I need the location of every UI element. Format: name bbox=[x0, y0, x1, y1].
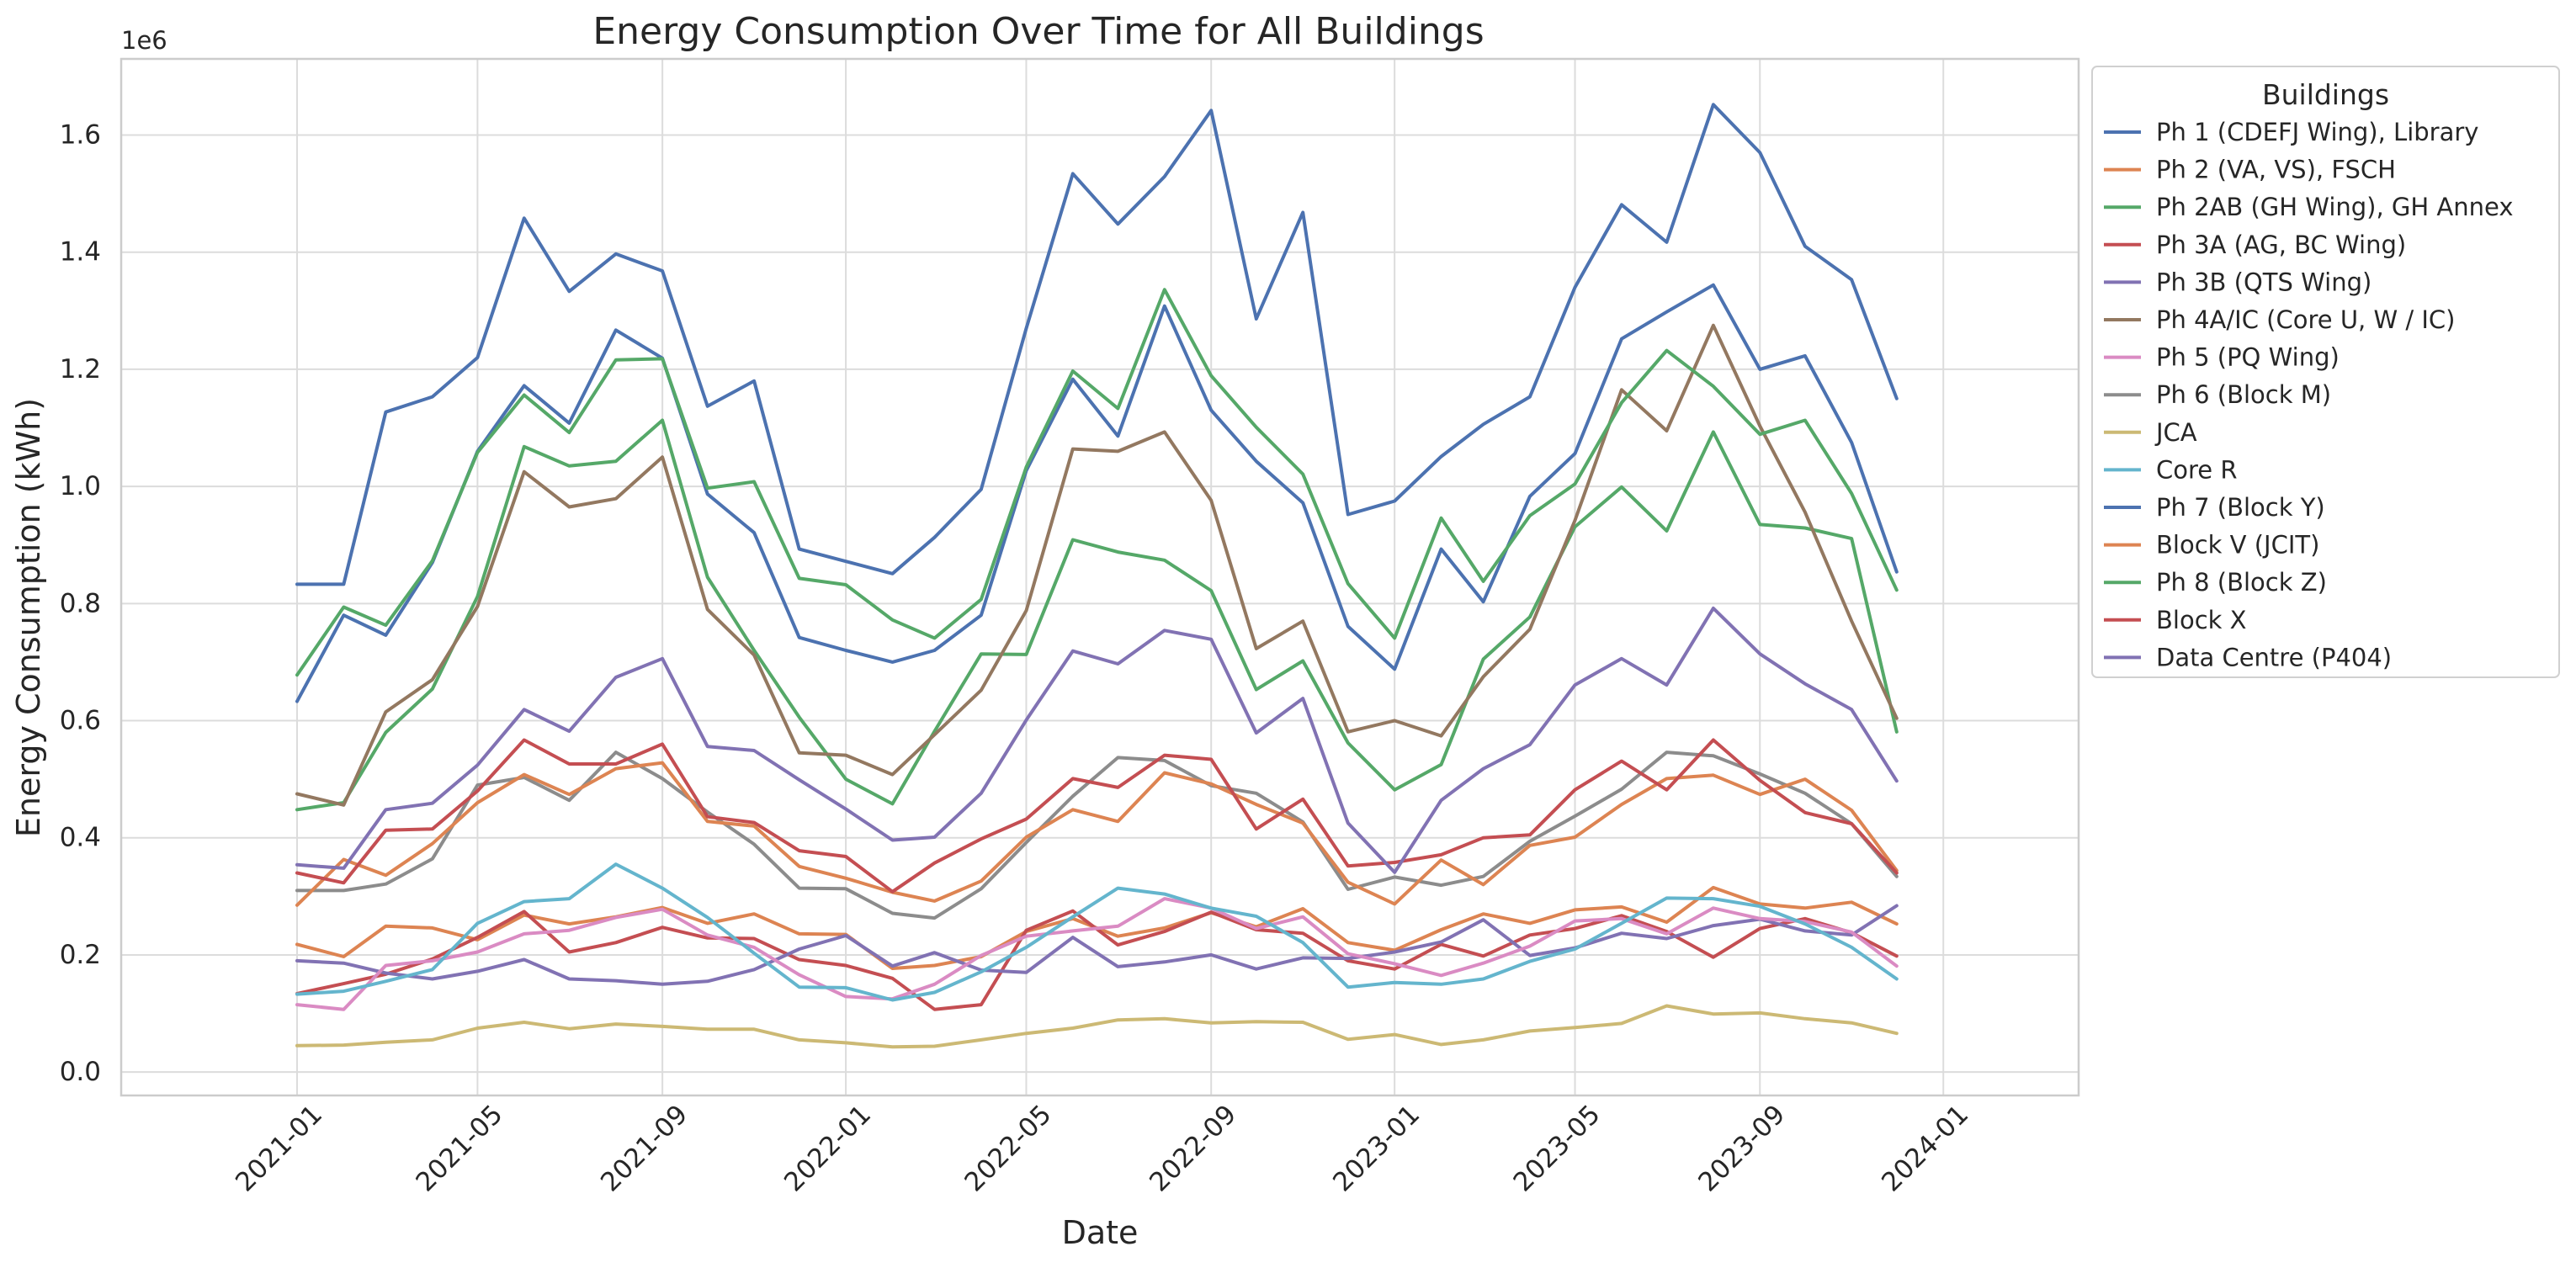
legend-label: Block V (JCIT) bbox=[2156, 531, 2319, 560]
series-line-ph-4a-ic-core-u-w-ic bbox=[295, 323, 1899, 807]
y-axis-offset-label: 1e6 bbox=[121, 26, 167, 55]
legend-label: Ph 6 (Block M) bbox=[2156, 380, 2331, 409]
legend-label: Ph 2 (VA, VS), FSCH bbox=[2156, 156, 2396, 184]
y-tick-label: 0.2 bbox=[60, 940, 101, 970]
y-tick-label: 1.4 bbox=[60, 237, 101, 268]
legend-items: Ph 1 (CDEFJ Wing), Library Ph 2 (VA, VS),… bbox=[2104, 118, 2514, 671]
y-tick-label: 1.2 bbox=[60, 354, 101, 385]
series-lines bbox=[295, 103, 1899, 1049]
legend-label: JCA bbox=[2154, 418, 2197, 447]
y-tick-label: 0.0 bbox=[60, 1057, 101, 1087]
legend-label: Ph 3B (QTS Wing) bbox=[2156, 268, 2372, 296]
series-line-data-centre-p404 bbox=[295, 606, 1899, 874]
y-tick-label: 0.8 bbox=[60, 588, 101, 618]
series-line-jca bbox=[295, 1004, 1899, 1049]
legend-title: Buildings bbox=[2262, 78, 2389, 111]
legend-label: Ph 2AB (GH Wing), GH Annex bbox=[2156, 193, 2514, 221]
series-line-core-r bbox=[295, 862, 1899, 1002]
series-line-ph-5-pq-wing bbox=[295, 897, 1899, 1011]
series-line-block-x bbox=[295, 738, 1899, 894]
plot-frame bbox=[120, 57, 2080, 1097]
y-tick-label: 0.6 bbox=[60, 706, 101, 736]
legend: Buildings Ph 1 (CDEFJ Wing), Library Ph 2… bbox=[2091, 66, 2560, 678]
y-tick-label: 1.6 bbox=[60, 119, 101, 150]
y-axis-ticks: 0.0 0.2 0.4 0.6 0.8 1.0 1.2 1.4 1.6 bbox=[60, 119, 101, 1087]
legend-label: Ph 8 (Block Z) bbox=[2156, 568, 2327, 597]
legend-box bbox=[2091, 66, 2560, 678]
legend-label: Ph 4A/IC (Core U, W / IC) bbox=[2156, 305, 2455, 334]
series-line-block-v-jcit bbox=[295, 761, 1899, 907]
series-line-ph-8-block-z bbox=[295, 288, 1899, 677]
series-line-ph-3b-qts-wing bbox=[295, 904, 1899, 986]
legend-label: Block X bbox=[2156, 606, 2247, 634]
series-line-ph-7-block-y bbox=[295, 283, 1899, 703]
y-tick-label: 1.0 bbox=[60, 471, 101, 501]
series-line-ph-6-block-m bbox=[295, 751, 1899, 920]
series-line-ph-1-cdefj-wing-library bbox=[295, 103, 1899, 586]
legend-label: Ph 1 (CDEFJ Wing), Library bbox=[2156, 118, 2478, 146]
x-axis-title: Date bbox=[1062, 1214, 1139, 1251]
legend-label: Core R bbox=[2156, 455, 2238, 484]
y-tick-label: 0.4 bbox=[60, 823, 101, 853]
legend-label: Ph 7 (Block Y) bbox=[2156, 493, 2325, 522]
grid bbox=[121, 59, 2079, 1095]
chart-title: Energy Consumption Over Time for All Bui… bbox=[592, 10, 1484, 53]
y-axis-title: Energy Consumption (kWh) bbox=[10, 398, 47, 837]
legend-label: Ph 3A (AG, BC Wing) bbox=[2156, 231, 2406, 259]
legend-label: Data Centre (P404) bbox=[2156, 643, 2392, 671]
legend-label: Ph 5 (PQ Wing) bbox=[2156, 343, 2340, 372]
series-line-ph-2ab-gh-wing-gh-annex bbox=[295, 418, 1899, 812]
